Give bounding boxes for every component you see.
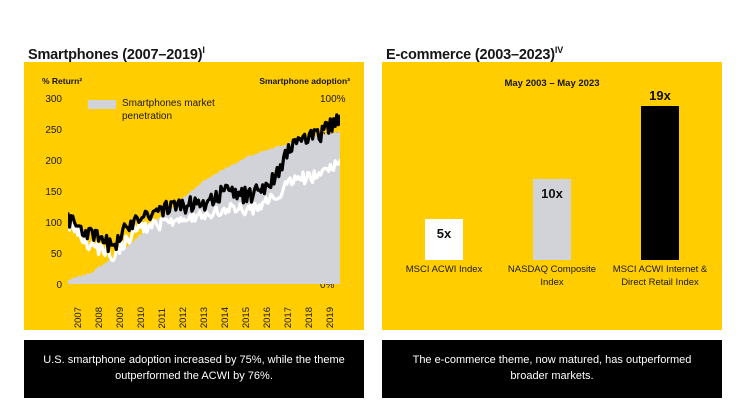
- line-chart-plot: [68, 96, 340, 284]
- page-title-ecommerce: E-commerce (2003–2023)IV: [386, 45, 563, 63]
- x-tick-2013: 2013: [199, 306, 210, 328]
- y-tick-left-300: 300: [45, 94, 62, 105]
- x-tick-2014: 2014: [219, 306, 231, 328]
- ecommerce-panel: E-commerce (2003–2023)IV May 2003 – May …: [382, 0, 722, 416]
- x-tick-2019: 2019: [324, 306, 336, 328]
- bar-value-label: 10x: [541, 185, 563, 201]
- ecommerce-caption: The e-commerce theme, now matured, has o…: [382, 340, 722, 398]
- x-tick-2017: 2017: [282, 306, 294, 328]
- ecommerce-title-footnote: IV: [554, 45, 564, 56]
- bar-category-label: MSCI ACWI Internet & Direct Retail Index: [612, 264, 708, 288]
- bar-value-label: 5x: [436, 226, 452, 242]
- x-tick-2009: 2009: [115, 306, 127, 328]
- left-axis-title: % Return²: [42, 76, 83, 86]
- smartphones-title-footnote: I: [202, 45, 205, 56]
- x-tick-2007: 2007: [73, 306, 85, 328]
- acwi-return-line: [68, 159, 340, 263]
- page-title-smartphones: Smartphones (2007–2019)I: [28, 45, 205, 63]
- y-tick-left-100: 100: [45, 218, 62, 229]
- line-chart-svg: [68, 113, 340, 284]
- bar-3: [641, 106, 679, 260]
- smartphones-title-text: Smartphones (2007–2019): [28, 46, 203, 63]
- smartphones-caption-text: U.S. smartphone adoption increased by 75…: [43, 354, 345, 382]
- ecommerce-date-range: May 2003 – May 2023: [504, 78, 600, 89]
- smartphones-caption: U.S. smartphone adoption increased by 75…: [24, 340, 364, 398]
- bar-value-label: 19x: [649, 88, 671, 103]
- ecommerce-chart-card: May 2003 – May 2023 5x MSCI ACWI Index 10x…: [382, 62, 722, 330]
- legend-swatch-penetration: [88, 100, 116, 109]
- x-tick-2018: 2018: [303, 306, 315, 328]
- x-axis-years: 2007 2008 2009 2010 2011 2012 2013 2014 2015 2016…: [68, 286, 340, 330]
- smartphones-chart-card: % Return² Smartphone adoption³ 300 250 2…: [24, 62, 364, 330]
- bar-category-label: NASDAQ Composite Index: [507, 264, 597, 288]
- y-tick-right-100: 100%: [320, 94, 346, 105]
- bar-category-label: MSCI ACWI Index: [405, 264, 483, 275]
- smartphones-panel: Smartphones (2007–2019)I % Return² Smart…: [24, 0, 364, 416]
- bar-1: [425, 219, 463, 260]
- y-tick-right-0: 0%: [320, 280, 335, 291]
- bar-2: [533, 178, 571, 260]
- x-tick-2015: 2015: [240, 306, 252, 328]
- x-tick-2012: 2012: [178, 306, 190, 328]
- chart-legend: Smartphones market penetration: [88, 98, 240, 123]
- x-tick-2016: 2016: [261, 306, 273, 328]
- theme-line-group: [68, 113, 340, 254]
- bar-column: 10x NASDAQ Composite Index: [498, 92, 606, 330]
- right-axis-title: Smartphone adoption³: [259, 76, 350, 86]
- x-tick-2010: 2010: [136, 306, 148, 328]
- acwi-line-group: [68, 159, 340, 263]
- legend-label-penetration: Smartphones market penetration: [122, 98, 215, 122]
- x-tick-2011: 2011: [157, 307, 169, 328]
- ecommerce-title-text: E-commerce (2003–2023): [386, 46, 555, 63]
- x-tick-2008: 2008: [94, 306, 106, 328]
- y-tick-left-250: 250: [45, 125, 62, 136]
- y-tick-left-0: 0: [56, 280, 62, 291]
- y-tick-left-50: 50: [50, 249, 62, 260]
- ecommerce-caption-text: The e-commerce theme, now matured, has o…: [412, 354, 692, 382]
- y-tick-left-200: 200: [45, 156, 62, 167]
- y-tick-left-150: 150: [45, 187, 62, 198]
- bar-column: 5x MSCI ACWI Index: [390, 92, 498, 330]
- smartphone-theme-line: [68, 113, 340, 254]
- bar-chart-plot: 5x MSCI ACWI Index 10x NASDAQ Composite Ind…: [390, 88, 714, 330]
- bar-column: 19x MSCI ACWI Internet & Direct Retail In…: [606, 88, 714, 330]
